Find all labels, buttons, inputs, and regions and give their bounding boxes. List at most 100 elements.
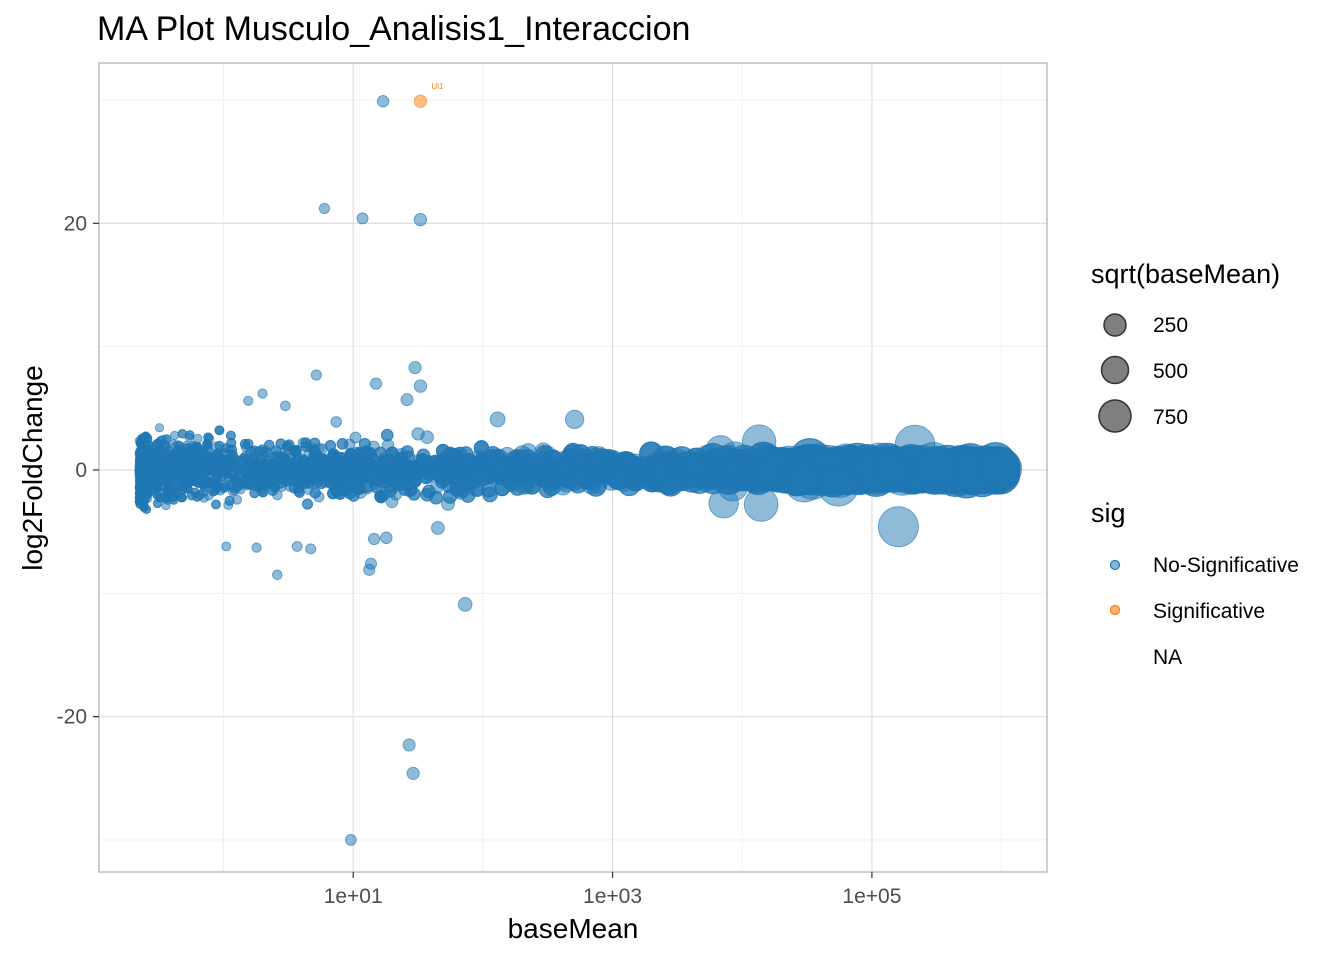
gene-point (285, 463, 296, 475)
gene-point (269, 451, 280, 463)
gene-point (551, 459, 571, 479)
gene-point-outlier (564, 409, 585, 430)
sig-legend-label-no-significative: No-Significative (1153, 554, 1299, 577)
gene-point (139, 502, 149, 513)
gene-point (137, 473, 147, 483)
gene-point (408, 472, 422, 487)
gene-point (136, 485, 147, 495)
gene-point (239, 474, 250, 486)
gene-point (177, 429, 188, 439)
size-legend-key-750 (1098, 399, 1132, 433)
gene-point-outlier (318, 202, 331, 215)
gene-point (223, 461, 234, 472)
gene-point (212, 449, 223, 460)
gene-point (264, 439, 275, 451)
gene-point (276, 473, 287, 484)
gene-point (257, 487, 269, 498)
gene-point (176, 492, 187, 503)
x-tick-label: 1e+01 (324, 885, 383, 908)
gene-point (377, 475, 391, 489)
gene-point (415, 453, 430, 467)
gene-point-high-expression (916, 445, 958, 487)
gene-point-outlier (272, 569, 283, 581)
gene-point-outlier (221, 541, 232, 552)
gene-point (334, 488, 346, 500)
sig-legend-title: sig (1091, 498, 1126, 528)
gene-point-outlier (356, 212, 369, 225)
gene-point-outlier (310, 369, 322, 381)
gene-point (289, 445, 301, 457)
gene-point (137, 433, 147, 443)
sig-legend-label-na: NA (1153, 646, 1182, 669)
gene-point (514, 463, 532, 481)
size-legend-item-250: 250 (1103, 313, 1188, 337)
gene-point (289, 474, 301, 486)
gene-point (199, 448, 210, 459)
gene-point-high-expression (783, 462, 825, 503)
gene-point-outlier (291, 540, 303, 552)
gene-point (211, 499, 221, 510)
gene-point (333, 473, 346, 486)
gene-point (208, 465, 218, 476)
gene-point-outlier (305, 543, 317, 555)
size-legend-label-250: 250 (1153, 314, 1188, 337)
gene-point (148, 466, 158, 476)
gene-point (252, 475, 264, 486)
gene-point (144, 481, 154, 491)
gene-point (138, 446, 148, 456)
x-tick-label: 1e+03 (583, 885, 642, 908)
sig-legend-label-significative: Significative (1153, 600, 1265, 623)
sig-legend-key-significative (1109, 604, 1121, 616)
gene-point-outlier (413, 379, 428, 393)
size-legend-label-750: 750 (1153, 406, 1188, 429)
data-points (134, 94, 1023, 846)
gene-point (411, 427, 425, 441)
gene-point (177, 464, 187, 474)
gene-point (336, 452, 348, 464)
gene-point-outlier (363, 563, 376, 576)
gene-point (237, 465, 248, 477)
gene-point (494, 480, 511, 497)
size-legend-item-500: 500 (1100, 355, 1188, 385)
gene-point-outlier (169, 430, 180, 441)
gene-point (380, 428, 394, 442)
gene-point (316, 464, 328, 477)
gene-point (648, 459, 674, 484)
gene-point (309, 487, 321, 499)
point-annotation: Ul1 (431, 82, 444, 91)
gene-point (251, 461, 263, 473)
gene-point (148, 450, 158, 460)
sig-legend-item-na: NA (1153, 646, 1182, 669)
gene-point-high-expression (705, 435, 736, 466)
gene-point-high-expression (743, 487, 779, 522)
size-legend-item-750: 750 (1098, 399, 1188, 433)
gene-point (385, 446, 399, 460)
gene-point (151, 474, 162, 485)
gene-point (301, 498, 313, 510)
gene-point (139, 457, 150, 467)
gene-point (219, 480, 230, 490)
gene-point-outlier (251, 542, 262, 553)
x-axis-title: baseMean (508, 913, 639, 944)
gene-point (269, 481, 280, 493)
gene-point-outlier (406, 766, 420, 780)
gene-point (458, 475, 473, 490)
gene-point (189, 476, 199, 487)
x-axis-ticks: 1e+01 1e+03 1e+05 (324, 872, 901, 908)
gene-point-outlier (344, 834, 357, 846)
y-tick-label: 0 (75, 459, 87, 482)
y-axis-title: log2FoldChange (17, 365, 48, 571)
gene-point-high-expression (877, 506, 919, 548)
gene-point (482, 450, 498, 466)
minor-gridlines (99, 63, 1047, 872)
size-legend-label-500: 500 (1153, 360, 1188, 383)
gene-point (470, 468, 486, 484)
gene-point-outlier (413, 212, 428, 227)
gene-point (214, 425, 225, 436)
gene-point-outlier (367, 532, 381, 546)
gene-point-significant (413, 94, 428, 108)
gene-point (374, 490, 387, 503)
gene-point (154, 423, 165, 433)
gene-point (163, 477, 173, 488)
gene-point (162, 434, 172, 444)
